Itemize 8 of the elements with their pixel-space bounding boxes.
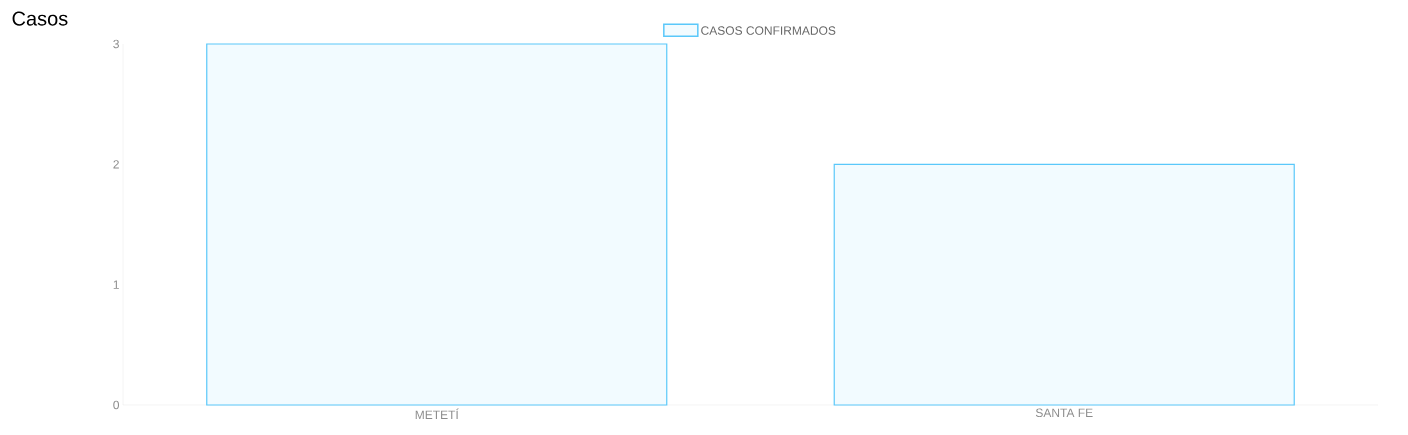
y-tick-label: 1 bbox=[113, 280, 119, 289]
legend-label: CASOS CONFIRMADOS bbox=[701, 26, 836, 35]
y-axis-title: Casos bbox=[12, 11, 68, 26]
x-tick-label: SANTA FE bbox=[1035, 408, 1093, 418]
y-tick-label: 2 bbox=[113, 160, 119, 169]
y-tick-label: 3 bbox=[113, 39, 119, 49]
y-tick-label: 0 bbox=[113, 400, 120, 410]
x-tick-label: METETÍ bbox=[415, 408, 459, 419]
